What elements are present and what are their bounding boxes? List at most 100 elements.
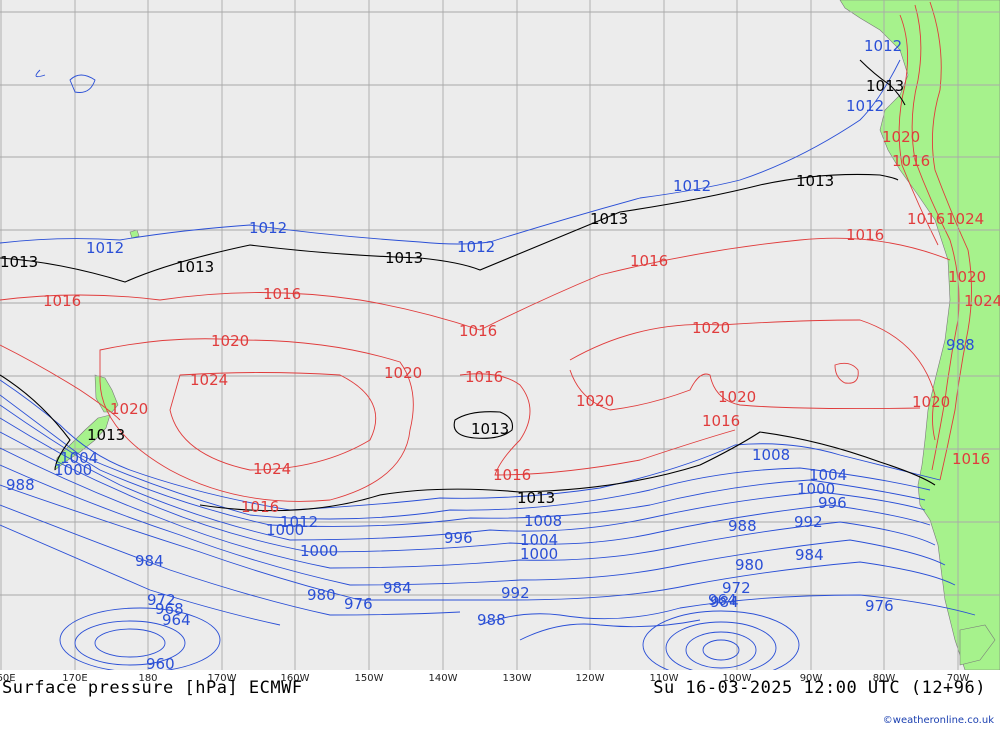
label-1016: 1016 <box>241 498 279 516</box>
label-1000: 1000 <box>266 521 304 539</box>
label-1012: 1012 <box>846 97 884 115</box>
longitude-label: 80W <box>872 673 896 684</box>
label-1020: 1020 <box>576 392 614 410</box>
label-972: 972 <box>147 591 176 609</box>
label-1016: 1016 <box>493 466 531 484</box>
label-1004: 1004 <box>60 449 98 467</box>
label-1013: 1013 <box>796 172 834 190</box>
label-1020: 1020 <box>912 393 950 411</box>
label-1020: 1020 <box>948 268 986 286</box>
label-1020: 1020 <box>692 319 730 337</box>
label-1016: 1016 <box>630 252 668 270</box>
label-996: 996 <box>444 529 473 547</box>
label-1024: 1024 <box>946 210 984 228</box>
label-1013: 1013 <box>590 210 628 228</box>
label-1004: 1004 <box>520 531 558 549</box>
label-980: 980 <box>735 556 764 574</box>
label-1000: 1000 <box>300 542 338 560</box>
label-1016: 1016 <box>846 226 884 244</box>
label-968: 968 <box>155 600 184 618</box>
label-1013: 1013 <box>0 253 38 271</box>
label-988: 988 <box>728 517 757 535</box>
label-1012: 1012 <box>673 177 711 195</box>
label-992: 992 <box>794 513 823 531</box>
label-1013: 1013 <box>471 420 509 438</box>
label-1012: 1012 <box>86 239 124 257</box>
label-1012: 1012 <box>457 238 495 256</box>
label-992: 992 <box>501 584 530 602</box>
longitude-label: 110W <box>649 673 679 684</box>
standard-1013-isobars <box>0 59 936 512</box>
label-984: 984 <box>135 552 164 570</box>
label-960: 960 <box>146 655 175 670</box>
label-1013: 1013 <box>385 249 423 267</box>
longitude-label: 170W <box>207 673 237 684</box>
label-984: 984 <box>710 593 739 611</box>
label-1013: 1013 <box>866 77 904 95</box>
label-1020: 1020 <box>384 364 422 382</box>
high-pressure-isobars <box>0 237 951 502</box>
longitude-label: 90W <box>799 673 823 684</box>
label-1020: 1020 <box>211 332 249 350</box>
label-1020: 1020 <box>882 128 920 146</box>
label-972: 972 <box>722 579 751 597</box>
longitude-label: 60E <box>0 673 16 684</box>
low-pressure-isobars <box>0 59 976 670</box>
label-1012: 1012 <box>249 219 287 237</box>
label-1012: 1012 <box>280 513 318 531</box>
longitude-label: 100W <box>722 673 752 684</box>
label-1008: 1008 <box>752 446 790 464</box>
label-976: 976 <box>344 595 373 613</box>
label-1020: 1020 <box>718 388 756 406</box>
longitude-label: 160W <box>280 673 310 684</box>
label-988: 988 <box>946 336 975 354</box>
map-footer: 60E 170E 180 170W 160W 150W 140W 130W 12… <box>0 670 1000 733</box>
label-1000: 1000 <box>797 480 835 498</box>
label-1024: 1024 <box>964 292 1000 310</box>
longitude-label: 170E <box>62 673 88 684</box>
credit-link[interactable]: ©weatheronline.co.uk <box>882 715 994 726</box>
longitude-label: 150W <box>354 673 384 684</box>
lat-lon-grid <box>0 0 1000 670</box>
label-1013: 1013 <box>176 258 214 276</box>
label-1016: 1016 <box>907 210 945 228</box>
label-1024: 1024 <box>253 460 291 478</box>
map-title: Surface pressure [hPa] ECMWF <box>2 678 303 698</box>
label-1016: 1016 <box>43 292 81 310</box>
label-1013: 1013 <box>517 489 555 507</box>
land-small-islands <box>129 229 996 666</box>
label-964: 964 <box>162 611 191 629</box>
label-996: 996 <box>818 494 847 512</box>
longitude-label: 120W <box>575 673 605 684</box>
label-1020: 1020 <box>110 400 148 418</box>
label-984: 984 <box>795 546 824 564</box>
label-988: 988 <box>477 611 506 629</box>
label-984: 984 <box>383 579 412 597</box>
pressure-labels: 1013 1013 1013 1013 1013 1013 1013 1013 … <box>0 37 1000 670</box>
label-1000: 1000 <box>54 461 92 479</box>
label-1016: 1016 <box>263 285 301 303</box>
longitude-label: 130W <box>502 673 532 684</box>
label-1004: 1004 <box>809 466 847 484</box>
label-988: 988 <box>6 476 35 494</box>
andes-contours <box>898 1 972 481</box>
forecast-datetime: Su 16-03-2025 12:00 UTC (12+96) <box>653 678 986 698</box>
label-1016: 1016 <box>892 152 930 170</box>
label-1016: 1016 <box>952 450 990 468</box>
label-1016: 1016 <box>465 368 503 386</box>
label-1008: 1008 <box>524 512 562 530</box>
ocean-background <box>0 0 1000 670</box>
longitude-label: 180 <box>138 673 158 684</box>
pressure-map: 1013 1013 1013 1013 1013 1013 1013 1013 … <box>0 0 1000 670</box>
longitude-label: 70W <box>946 673 970 684</box>
label-1016: 1016 <box>702 412 740 430</box>
label-1016: 1016 <box>459 322 497 340</box>
label-980: 980 <box>307 586 336 604</box>
label-1012: 1012 <box>864 37 902 55</box>
label-964: 964 <box>708 591 737 609</box>
label-1000: 1000 <box>520 545 558 563</box>
label-976: 976 <box>865 597 894 615</box>
label-1024: 1024 <box>190 371 228 389</box>
label-1013: 1013 <box>87 426 125 444</box>
longitude-label: 140W <box>428 673 458 684</box>
